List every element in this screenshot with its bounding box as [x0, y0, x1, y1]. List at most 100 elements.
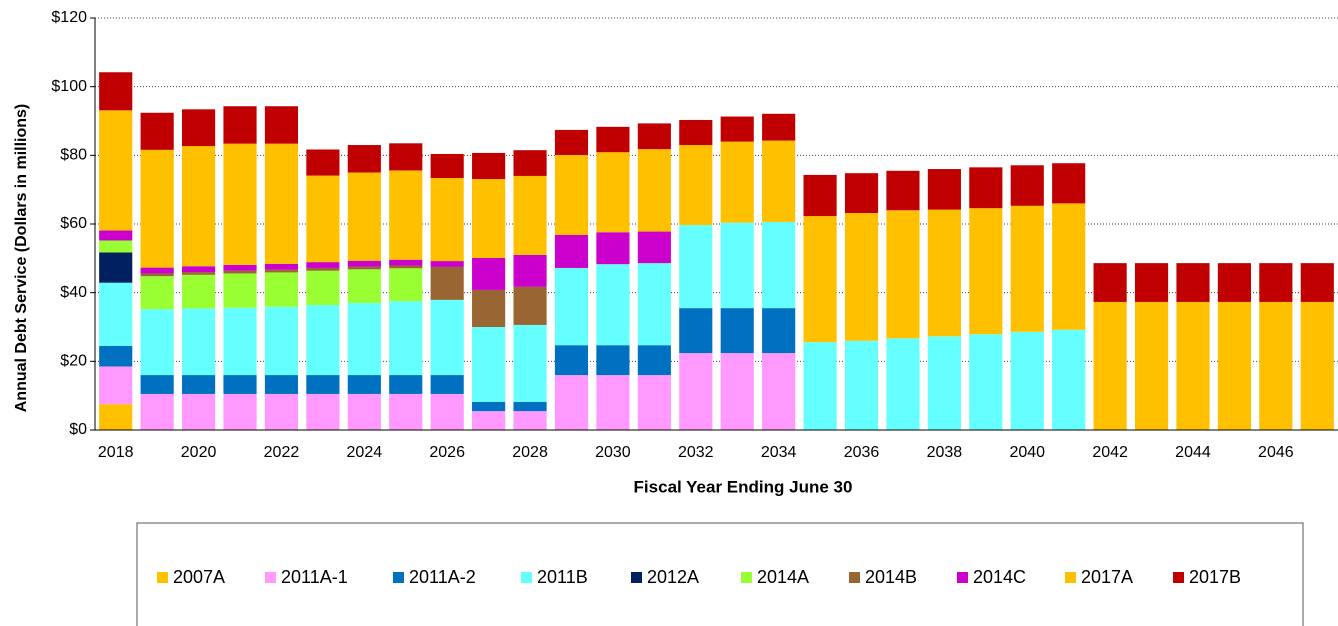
bar-segment [347, 302, 381, 376]
legend-label: 2007A [173, 567, 225, 587]
bar-segment [762, 353, 796, 430]
bar-segment [927, 169, 961, 210]
bar-segment [679, 308, 713, 354]
bar-segment [140, 393, 174, 430]
legend-swatch [957, 572, 968, 583]
bar-segment [720, 116, 754, 142]
bar-segment [389, 268, 423, 302]
bar-segment [99, 72, 133, 111]
x-tick-label: 2030 [595, 444, 631, 461]
bar-segment [347, 266, 381, 270]
bar-segment [182, 308, 216, 376]
bar-segment [182, 272, 216, 275]
bar-segment [596, 126, 630, 153]
bar-segment [306, 393, 340, 430]
bar-segment [762, 308, 796, 354]
bar-segment [182, 266, 216, 273]
bar-segment [554, 267, 589, 346]
bar-segment [762, 221, 796, 309]
bar-segment [182, 375, 216, 394]
bar-segment [886, 170, 920, 211]
x-tick-label: 2040 [1009, 444, 1045, 461]
bar-segment [803, 216, 837, 343]
legend-label: 2017B [1189, 567, 1241, 587]
bar-segment [1217, 263, 1251, 302]
bar-segment [223, 270, 257, 274]
x-tick-label: 2046 [1258, 444, 1294, 461]
bar-segment [223, 106, 257, 144]
bar-segment [264, 393, 299, 430]
bar-segment [430, 261, 464, 267]
legend-swatch [741, 572, 752, 583]
bar-segment [803, 174, 837, 217]
legend-label: 2017A [1081, 567, 1133, 587]
legend-label: 2014A [757, 567, 809, 587]
bar-segment [389, 265, 423, 269]
bar-segment [182, 146, 216, 267]
bar-segment [844, 340, 879, 430]
bar-segment [223, 307, 257, 376]
bar-segment [513, 411, 547, 430]
bar-segment [1300, 263, 1334, 302]
bar-segment [927, 209, 961, 337]
bar-segment [140, 309, 174, 376]
x-tick-label: 2026 [429, 444, 465, 461]
bar-segment [389, 170, 423, 260]
bar-segment [430, 266, 464, 300]
bar-segment [513, 150, 547, 176]
bar-segment [306, 267, 340, 271]
bar-segment [182, 393, 216, 430]
bar-segment [513, 401, 547, 412]
bar-segment [99, 110, 133, 231]
x-tick-label: 2042 [1092, 444, 1128, 461]
bar-segment [969, 208, 1003, 335]
legend-label: 2011B [537, 567, 588, 587]
bar-segment [430, 299, 464, 376]
bar-segment [1010, 331, 1044, 430]
bar-segment [1010, 205, 1044, 332]
bar-segment [472, 257, 506, 290]
bar-segment [306, 175, 340, 263]
bar-segment [99, 345, 133, 367]
bar-segment [306, 270, 340, 306]
bar-segment [306, 305, 340, 376]
legend-swatch [631, 572, 642, 583]
bar-segment [596, 345, 630, 376]
bar-segment [347, 375, 381, 394]
bar-segment [389, 143, 423, 171]
y-tick-label: $40 [60, 284, 87, 301]
bar-segment [554, 375, 589, 430]
bar-segment [513, 175, 547, 255]
bar-segment [513, 324, 547, 402]
bar-segment [720, 141, 754, 223]
bar-segment [223, 375, 257, 394]
y-tick-label: $120 [51, 9, 87, 26]
x-tick-label: 2022 [264, 444, 300, 461]
bar-segment [472, 327, 506, 402]
x-axis-label: Fiscal Year Ending June 30 [634, 477, 853, 496]
bar-segment [1134, 301, 1169, 430]
bar-segment [513, 254, 547, 287]
bar-segment [927, 336, 961, 430]
legend-label: 2011A-1 [281, 567, 348, 587]
bar-segment [969, 334, 1003, 430]
bar-segment [389, 301, 423, 376]
bar-segment [1259, 301, 1293, 430]
y-tick-label: $20 [60, 353, 87, 370]
bar-segment [844, 173, 879, 214]
bar-segment [472, 289, 506, 327]
y-tick-label: $80 [60, 147, 87, 164]
bar-segment [969, 167, 1003, 209]
bar-segment [1052, 203, 1086, 330]
bar-segment [223, 264, 257, 271]
bar-segment [1052, 163, 1086, 204]
bar-segment [99, 404, 133, 430]
bar-segment [472, 152, 506, 180]
bar-segment [637, 123, 671, 150]
bar-segment [347, 145, 381, 173]
bar-segment [886, 338, 920, 430]
bar-segment [347, 269, 381, 303]
x-tick-label: 2020 [181, 444, 217, 461]
bar-segment [554, 234, 589, 268]
